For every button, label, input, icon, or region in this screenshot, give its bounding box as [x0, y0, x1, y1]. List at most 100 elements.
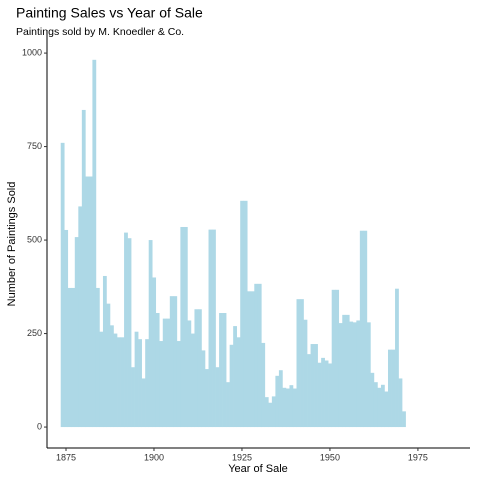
bar: [201, 350, 206, 428]
x-tick-label: 1975: [408, 452, 428, 462]
bar: [219, 312, 223, 428]
bar: [145, 339, 150, 428]
bar: [271, 396, 276, 428]
bar: [226, 382, 230, 428]
bar: [257, 283, 262, 428]
bar: [166, 318, 171, 428]
bar: [173, 296, 178, 428]
bar: [222, 312, 227, 428]
bar: [345, 314, 350, 428]
bar: [155, 312, 160, 428]
bar: [395, 288, 399, 428]
bar: [127, 238, 132, 428]
bar: [109, 325, 114, 428]
chart-title: Painting Sales vs Year of Sale: [16, 5, 203, 21]
bar: [328, 363, 332, 428]
bar: [162, 318, 167, 428]
bar: [240, 200, 245, 428]
bar: [391, 349, 396, 428]
bar: [187, 320, 192, 428]
y-tick-label: 0: [37, 421, 42, 431]
x-tick-label: 1925: [232, 452, 252, 462]
bar: [335, 289, 340, 428]
bar: [106, 303, 111, 428]
bar: [233, 326, 237, 428]
bar: [190, 333, 195, 428]
bar: [113, 333, 118, 428]
bar: [64, 229, 69, 428]
bar: [321, 357, 325, 428]
bar: [292, 388, 297, 428]
bar: [85, 176, 90, 428]
bar: [402, 411, 406, 428]
bar: [377, 387, 382, 428]
bar: [71, 287, 76, 428]
x-axis-label: Year of Sale: [228, 463, 288, 475]
bar: [303, 319, 308, 428]
bar: [380, 384, 385, 428]
y-tick-label: 750: [27, 141, 42, 151]
bar: [138, 339, 142, 428]
bar: [176, 341, 181, 428]
bar: [373, 382, 378, 428]
bar: [152, 277, 157, 428]
bar: [384, 391, 389, 428]
bar: [92, 59, 97, 428]
y-tick-label: 500: [27, 234, 42, 244]
bar: [99, 331, 104, 428]
bar: [229, 344, 234, 428]
bar: [363, 230, 368, 428]
bar: [366, 322, 371, 428]
y-tick-label: 250: [27, 328, 42, 338]
bar: [95, 287, 100, 428]
bar: [338, 323, 343, 428]
bar: [205, 369, 209, 428]
bar: [124, 232, 128, 428]
bar: [324, 360, 329, 428]
bar: [254, 283, 259, 428]
bar: [60, 142, 65, 428]
x-tick-label: 1950: [320, 452, 340, 462]
bar: [250, 291, 255, 428]
bar: [134, 331, 139, 428]
bar: [74, 237, 79, 428]
bar: [81, 109, 86, 428]
bar: [388, 349, 392, 428]
bar: [331, 289, 336, 428]
bar: [208, 229, 213, 428]
bar: [289, 385, 294, 428]
bar: [236, 337, 241, 428]
bar: [88, 176, 93, 428]
bar: [159, 341, 164, 428]
bar: [264, 397, 269, 428]
bar: [317, 362, 322, 428]
bar: [398, 378, 403, 428]
bar: [278, 370, 283, 428]
y-tick-label: 1000: [22, 47, 42, 57]
bar: [261, 342, 266, 428]
bar: [120, 337, 125, 428]
bar: [307, 354, 311, 428]
bar: [285, 388, 290, 428]
chart-subtitle: Paintings sold by M. Knoedler & Co.: [16, 26, 184, 38]
bar: [131, 367, 135, 428]
bar: [268, 402, 273, 428]
bar: [183, 226, 188, 428]
bar: [243, 200, 248, 428]
bar: [352, 322, 357, 428]
bar: [169, 296, 174, 428]
bar: [370, 372, 375, 428]
bar: [296, 299, 301, 428]
bar: [215, 367, 220, 428]
bar: [275, 375, 280, 428]
bar: [212, 229, 216, 428]
bar: [349, 321, 354, 428]
x-tick-label: 1900: [144, 452, 164, 462]
bar: [102, 275, 107, 428]
bar: [282, 387, 287, 428]
bar: [141, 378, 146, 428]
bar: [342, 314, 347, 428]
bar: [148, 240, 153, 428]
x-tick-label: 1875: [56, 452, 76, 462]
